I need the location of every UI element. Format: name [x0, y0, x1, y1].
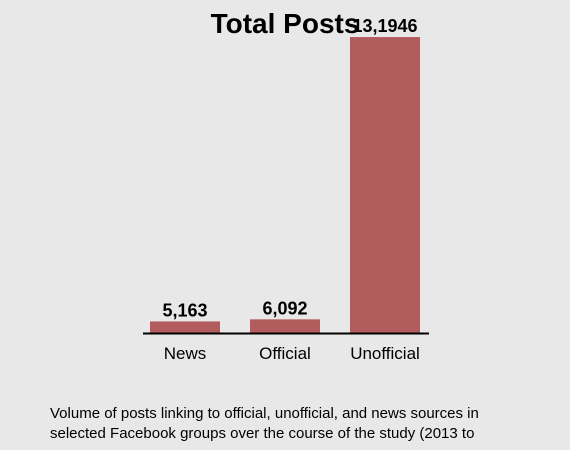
data-label-unofficial: 13,1946: [352, 16, 417, 36]
bar-official: [250, 319, 320, 333]
tick-label-official: Official: [259, 344, 311, 363]
bar-news: [150, 321, 220, 333]
tick-label-unofficial: Unofficial: [350, 344, 420, 363]
bar-unofficial: [350, 37, 420, 334]
data-label-news: 5,163: [162, 300, 207, 320]
tick-label-news: News: [164, 344, 207, 363]
data-label-official: 6,092: [262, 298, 307, 318]
chart-title: Total Posts: [210, 8, 360, 39]
chart-caption: Volume of posts linking to official, uno…: [50, 405, 479, 442]
